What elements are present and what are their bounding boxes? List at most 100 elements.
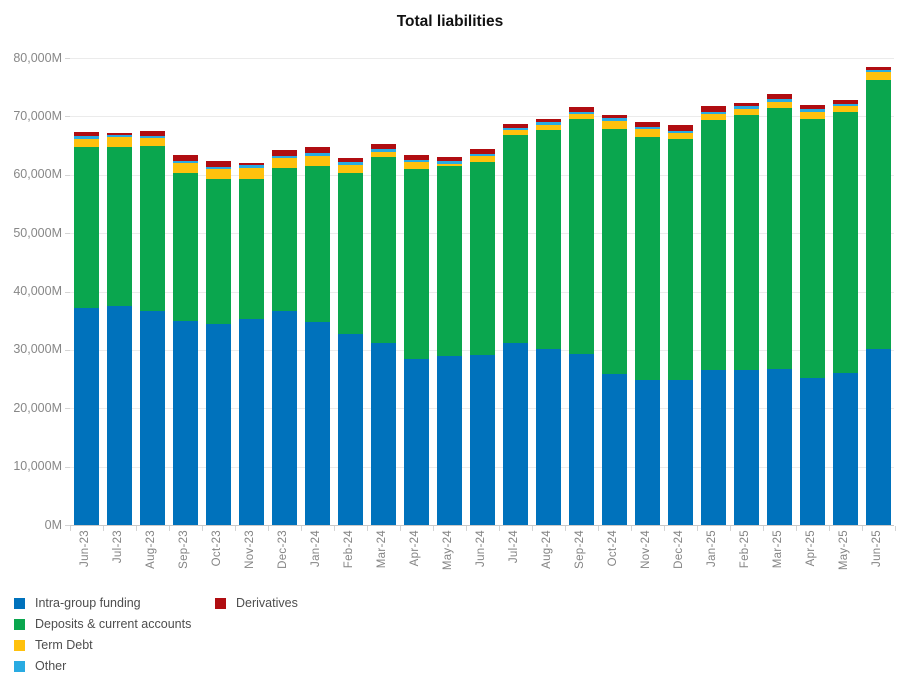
bar-segment-term-debt[interactable] bbox=[667, 133, 693, 139]
bar-segment-deposits-current-accounts[interactable] bbox=[106, 147, 132, 306]
bar-segment-intra-group-funding[interactable] bbox=[535, 349, 561, 525]
bar-segment-intra-group-funding[interactable] bbox=[73, 308, 99, 525]
bar-segment-derivatives[interactable] bbox=[238, 162, 264, 166]
bar-segment-intra-group-funding[interactable] bbox=[403, 359, 429, 525]
bar-segment-other[interactable] bbox=[799, 109, 825, 112]
bar-segment-other[interactable] bbox=[502, 127, 528, 131]
bar-segment-derivatives[interactable] bbox=[271, 150, 297, 156]
bar-segment-derivatives[interactable] bbox=[865, 67, 891, 71]
bar-segment-deposits-current-accounts[interactable] bbox=[337, 173, 363, 335]
bar-segment-derivatives[interactable] bbox=[766, 93, 792, 99]
bar-segment-derivatives[interactable] bbox=[139, 131, 165, 136]
bar-segment-intra-group-funding[interactable] bbox=[469, 355, 495, 525]
bar-segment-derivatives[interactable] bbox=[535, 119, 561, 123]
bar-segment-intra-group-funding[interactable] bbox=[634, 380, 660, 525]
bar-segment-other[interactable] bbox=[700, 111, 726, 115]
bar-segment-derivatives[interactable] bbox=[337, 158, 363, 162]
bar-segment-other[interactable] bbox=[832, 103, 858, 106]
bar-segment-intra-group-funding[interactable] bbox=[700, 369, 726, 525]
bar-segment-deposits-current-accounts[interactable] bbox=[304, 166, 330, 323]
bar-segment-term-debt[interactable] bbox=[205, 168, 231, 180]
bar-segment-term-debt[interactable] bbox=[502, 130, 528, 136]
bar-segment-term-debt[interactable] bbox=[700, 114, 726, 120]
bar-segment-term-debt[interactable] bbox=[238, 168, 264, 179]
bar-segment-deposits-current-accounts[interactable] bbox=[601, 128, 627, 374]
bar-segment-intra-group-funding[interactable] bbox=[106, 305, 132, 525]
bar-segment-deposits-current-accounts[interactable] bbox=[733, 114, 759, 370]
bar-segment-intra-group-funding[interactable] bbox=[436, 355, 462, 525]
bar-segment-derivatives[interactable] bbox=[832, 99, 858, 104]
bar-segment-derivatives[interactable] bbox=[205, 160, 231, 167]
bar-segment-term-debt[interactable] bbox=[139, 138, 165, 146]
legend-item-term-debt[interactable]: Term Debt bbox=[14, 638, 93, 652]
bar-segment-intra-group-funding[interactable] bbox=[370, 342, 396, 525]
bar-segment-term-debt[interactable] bbox=[304, 156, 330, 167]
bar-segment-deposits-current-accounts[interactable] bbox=[865, 79, 891, 349]
legend-item-deposits-current-accounts[interactable]: Deposits & current accounts bbox=[14, 617, 191, 631]
bar-segment-derivatives[interactable] bbox=[700, 105, 726, 112]
bar-segment-other[interactable] bbox=[304, 153, 330, 157]
bar-segment-deposits-current-accounts[interactable] bbox=[634, 136, 660, 381]
bar-segment-intra-group-funding[interactable] bbox=[502, 343, 528, 525]
bar-segment-intra-group-funding[interactable] bbox=[172, 320, 198, 525]
bar-segment-other[interactable] bbox=[535, 122, 561, 126]
bar-segment-intra-group-funding[interactable] bbox=[304, 322, 330, 525]
bar-segment-other[interactable] bbox=[634, 126, 660, 130]
bar-segment-other[interactable] bbox=[436, 161, 462, 164]
bar-segment-deposits-current-accounts[interactable] bbox=[502, 135, 528, 344]
bar-segment-term-debt[interactable] bbox=[568, 114, 594, 119]
bar-segment-deposits-current-accounts[interactable] bbox=[370, 157, 396, 343]
bar-segment-term-debt[interactable] bbox=[733, 109, 759, 115]
bar-segment-deposits-current-accounts[interactable] bbox=[766, 107, 792, 369]
bar-segment-derivatives[interactable] bbox=[502, 124, 528, 128]
bar-segment-deposits-current-accounts[interactable] bbox=[271, 168, 297, 311]
bar-segment-deposits-current-accounts[interactable] bbox=[436, 166, 462, 356]
legend-item-intra-group-funding[interactable]: Intra-group funding bbox=[14, 596, 141, 610]
bar-segment-term-debt[interactable] bbox=[766, 102, 792, 108]
bar-segment-other[interactable] bbox=[733, 106, 759, 110]
bar-segment-other[interactable] bbox=[172, 160, 198, 164]
bar-segment-derivatives[interactable] bbox=[106, 132, 132, 136]
bar-segment-derivatives[interactable] bbox=[172, 154, 198, 161]
bar-segment-intra-group-funding[interactable] bbox=[733, 369, 759, 525]
bar-segment-derivatives[interactable] bbox=[667, 125, 693, 131]
bar-segment-intra-group-funding[interactable] bbox=[271, 310, 297, 525]
bar-segment-term-debt[interactable] bbox=[337, 164, 363, 174]
bar-segment-other[interactable] bbox=[403, 159, 429, 162]
bar-segment-other[interactable] bbox=[568, 111, 594, 115]
bar-segment-deposits-current-accounts[interactable] bbox=[799, 118, 825, 379]
bar-segment-derivatives[interactable] bbox=[73, 131, 99, 137]
bar-segment-intra-group-funding[interactable] bbox=[205, 324, 231, 525]
bar-segment-term-debt[interactable] bbox=[535, 125, 561, 131]
bar-segment-derivatives[interactable] bbox=[469, 148, 495, 154]
bar-segment-derivatives[interactable] bbox=[436, 157, 462, 162]
bar-segment-intra-group-funding[interactable] bbox=[832, 372, 858, 525]
bar-segment-term-debt[interactable] bbox=[271, 157, 297, 169]
bar-segment-term-debt[interactable] bbox=[403, 161, 429, 169]
bar-segment-other[interactable] bbox=[106, 135, 132, 138]
bar-segment-intra-group-funding[interactable] bbox=[238, 318, 264, 525]
bar-segment-other[interactable] bbox=[139, 135, 165, 138]
bar-segment-derivatives[interactable] bbox=[403, 154, 429, 160]
bar-segment-term-debt[interactable] bbox=[73, 138, 99, 148]
bar-segment-derivatives[interactable] bbox=[304, 147, 330, 154]
bar-segment-intra-group-funding[interactable] bbox=[799, 378, 825, 525]
bar-segment-other[interactable] bbox=[271, 155, 297, 158]
bar-segment-intra-group-funding[interactable] bbox=[337, 334, 363, 525]
bar-segment-term-debt[interactable] bbox=[106, 137, 132, 148]
bar-segment-other[interactable] bbox=[667, 131, 693, 134]
bar-segment-term-debt[interactable] bbox=[799, 111, 825, 119]
bar-segment-deposits-current-accounts[interactable] bbox=[832, 111, 858, 373]
bar-segment-term-debt[interactable] bbox=[601, 121, 627, 129]
bar-segment-other[interactable] bbox=[469, 153, 495, 157]
bar-segment-intra-group-funding[interactable] bbox=[139, 310, 165, 525]
bar-segment-deposits-current-accounts[interactable] bbox=[535, 130, 561, 350]
bar-segment-other[interactable] bbox=[865, 70, 891, 73]
bar-segment-derivatives[interactable] bbox=[799, 105, 825, 110]
bar-segment-term-debt[interactable] bbox=[469, 156, 495, 162]
bar-segment-intra-group-funding[interactable] bbox=[601, 373, 627, 525]
bar-segment-deposits-current-accounts[interactable] bbox=[568, 118, 594, 354]
bar-segment-derivatives[interactable] bbox=[634, 121, 660, 127]
bar-segment-deposits-current-accounts[interactable] bbox=[172, 173, 198, 321]
bar-segment-other[interactable] bbox=[601, 118, 627, 122]
